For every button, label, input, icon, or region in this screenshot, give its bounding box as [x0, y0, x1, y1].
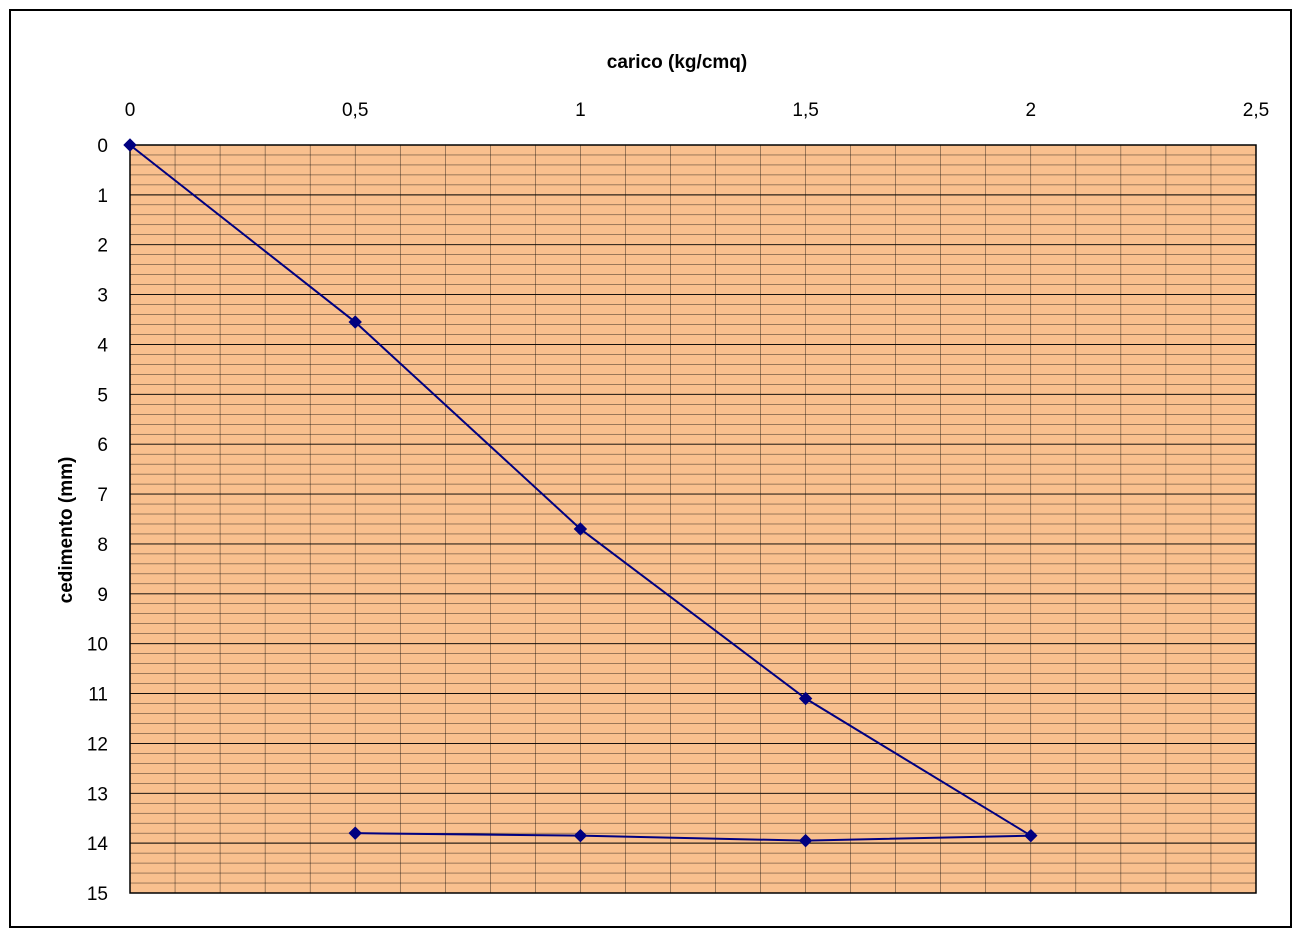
- y-tick-label: 1: [97, 186, 108, 207]
- y-tick-label: 12: [87, 734, 108, 755]
- data-point-marker: [348, 826, 362, 840]
- y-tick-label: 7: [97, 485, 108, 506]
- x-tick-label: 0: [125, 100, 136, 121]
- major-gridlines: [130, 194, 1256, 844]
- data-point-marker: [573, 522, 588, 536]
- plot-border: [129, 144, 1257, 894]
- data-point-marker: [348, 315, 362, 329]
- x-tick-label: 2: [1026, 100, 1037, 121]
- data-point-marker: [1024, 828, 1038, 843]
- x-axis-title: carico (kg/cmq): [607, 52, 747, 73]
- y-tick-label: 5: [97, 385, 108, 406]
- y-tick-label: 15: [87, 884, 108, 905]
- x-axis-ticks: 0 0,5 1 1,5 2 2,5: [125, 100, 1270, 121]
- y-axis-title: cedimento (mm): [56, 457, 77, 604]
- y-tick-label: 11: [88, 685, 108, 706]
- x-tick-label: 2,5: [1243, 100, 1269, 121]
- x-tick-label: 1,5: [792, 100, 818, 121]
- y-tick-label: 6: [97, 435, 108, 456]
- data-point-marker: [573, 828, 588, 843]
- y-tick-label: 8: [97, 535, 108, 556]
- x-tick-label: 0,5: [342, 100, 368, 121]
- y-tick-label: 14: [87, 834, 109, 855]
- x-tick-label: 1: [575, 100, 586, 121]
- plot-background: [130, 145, 1256, 893]
- data-point-marker: [798, 833, 813, 848]
- plot-area: [129, 144, 1257, 894]
- y-tick-label: 9: [97, 585, 108, 606]
- data-point-marker: [123, 138, 137, 152]
- y-tick-label: 4: [97, 335, 108, 356]
- series-line: [129, 144, 1035, 842]
- y-tick-label: 0: [97, 136, 108, 157]
- series: [123, 138, 1038, 848]
- y-tick-label: 2: [97, 236, 108, 257]
- y-tick-label: 13: [87, 784, 108, 805]
- data-point-marker: [798, 691, 813, 706]
- y-tick-label: 3: [97, 286, 108, 307]
- y-tick-label: 10: [87, 635, 108, 656]
